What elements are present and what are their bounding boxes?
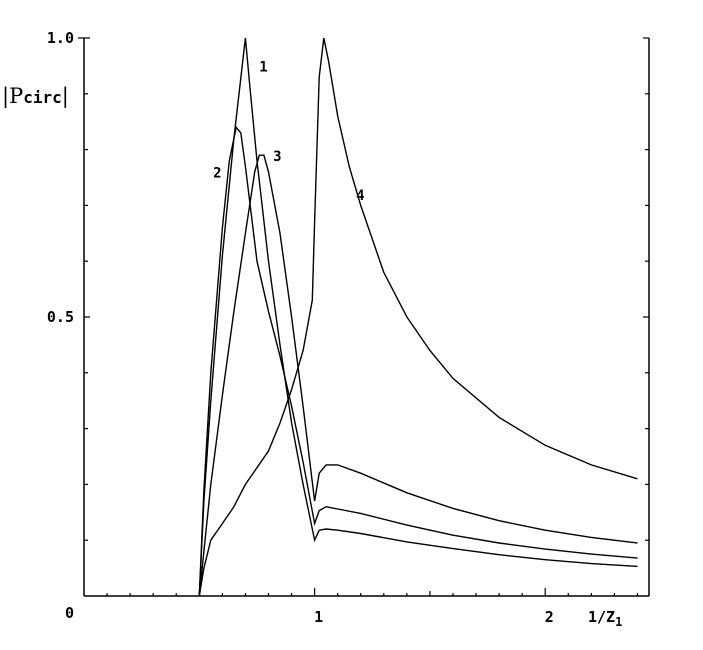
x-tick-label: 2 [545,608,554,626]
curve-label-3: 3 [273,149,281,165]
series-line-4 [198,37,638,597]
y-tick-label: 0.5 [47,308,74,326]
axes [78,37,650,597]
series-line-2 [198,125,638,597]
curves [198,37,638,597]
y-tick-label: 0 [65,604,74,622]
labels: 0 0.5 1.0 1 2 1 2 3 4 [47,29,554,626]
curve-label-1: 1 [259,59,267,75]
series-line-1 [198,37,638,597]
x-axis-label: 1/Z1 [588,608,622,629]
y-tick-label: 1.0 [47,29,74,47]
series-line-3 [198,154,638,597]
x-tick-label: 1 [314,608,323,626]
curve-label-4: 4 [356,188,364,204]
ticks [84,37,649,596]
curve-label-2: 2 [213,166,221,182]
y-axis-label: |Pcirc| [2,84,69,109]
